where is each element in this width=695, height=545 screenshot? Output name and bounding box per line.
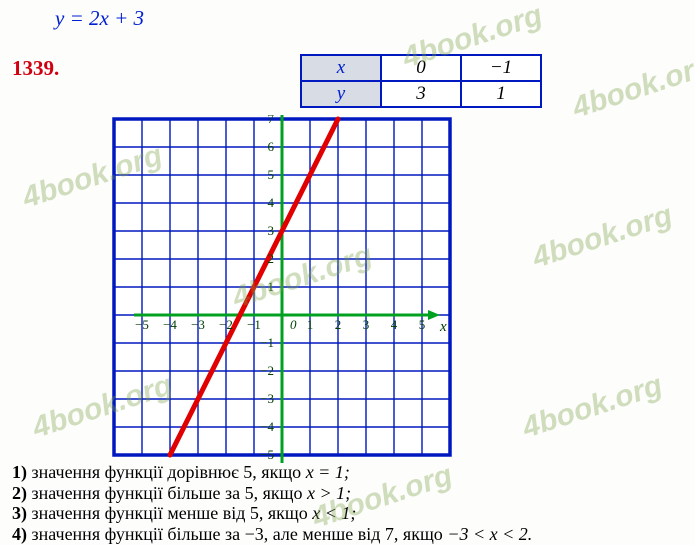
svg-text:1: 1 [307, 317, 314, 332]
answers-block: 1) значення функції дорівнює 5, якщо x =… [12, 462, 532, 545]
table-cell: 0 [381, 55, 461, 81]
table-header-y: y [301, 81, 381, 107]
svg-text:−4: −4 [163, 317, 177, 332]
table-cell: −1 [461, 55, 541, 81]
svg-text:−4: −4 [260, 419, 274, 434]
watermark: 4book.org [568, 48, 695, 125]
answer-text: значення функції більше за 5, якщо [27, 483, 307, 503]
table-cell: 3 [381, 81, 461, 107]
svg-text:2: 2 [268, 251, 275, 266]
answer-text: значення функції дорівнює 5, якщо [27, 462, 306, 482]
svg-text:7: 7 [268, 115, 275, 126]
svg-text:5: 5 [419, 317, 426, 332]
answer-text: значення функції більше за −3, але менше… [27, 524, 447, 544]
watermark: 4book.org [528, 198, 676, 275]
line-chart: −5−4−3−2−112345−5−4−3−2−112345670xy [110, 115, 474, 465]
answer-line-4: 4) значення функції більше за −3, але ме… [12, 524, 532, 545]
svg-text:−2: −2 [260, 363, 274, 378]
svg-text:x: x [439, 319, 447, 335]
chart-container: −5−4−3−2−112345−5−4−3−2−112345670xy [110, 115, 470, 455]
problem-number: 1339. [12, 56, 59, 81]
svg-text:4: 4 [268, 195, 275, 210]
svg-text:0: 0 [290, 317, 297, 332]
svg-text:−5: −5 [260, 447, 274, 462]
answer-text: значення функції менше від 5, якщо [27, 503, 312, 523]
table-cell: 1 [461, 81, 541, 107]
svg-text:−1: −1 [247, 317, 261, 332]
svg-text:3: 3 [268, 223, 275, 238]
svg-text:2: 2 [335, 317, 342, 332]
svg-text:3: 3 [363, 317, 370, 332]
answer-num: 2) [12, 483, 27, 503]
watermark: 4book.org [518, 368, 666, 445]
answer-cond: −3 < x < 2. [447, 524, 532, 544]
table-row: x 0 −1 [301, 55, 541, 81]
svg-text:5: 5 [268, 167, 275, 182]
answer-cond: x = 1; [306, 462, 350, 482]
svg-text:−3: −3 [191, 317, 205, 332]
svg-text:−1: −1 [260, 335, 274, 350]
svg-text:4: 4 [391, 317, 398, 332]
svg-text:−3: −3 [260, 391, 274, 406]
svg-text:−5: −5 [135, 317, 149, 332]
answer-num: 1) [12, 462, 27, 482]
value-table: x 0 −1 y 3 1 [300, 54, 542, 108]
table-row: y 3 1 [301, 81, 541, 107]
svg-text:1: 1 [268, 279, 275, 294]
table-header-x: x [301, 55, 381, 81]
answer-num: 4) [12, 524, 27, 544]
equation-text: y = 2x + 3 [55, 6, 144, 31]
answer-line-1: 1) значення функції дорівнює 5, якщо x =… [12, 462, 532, 483]
answer-cond: x < 1; [312, 503, 356, 523]
answer-line-2: 2) значення функції більше за 5, якщо x … [12, 483, 532, 504]
svg-text:−2: −2 [219, 317, 233, 332]
answer-num: 3) [12, 503, 27, 523]
answer-cond: x > 1; [307, 483, 351, 503]
svg-text:6: 6 [268, 139, 275, 154]
answer-line-3: 3) значення функції менше від 5, якщо x … [12, 503, 532, 524]
